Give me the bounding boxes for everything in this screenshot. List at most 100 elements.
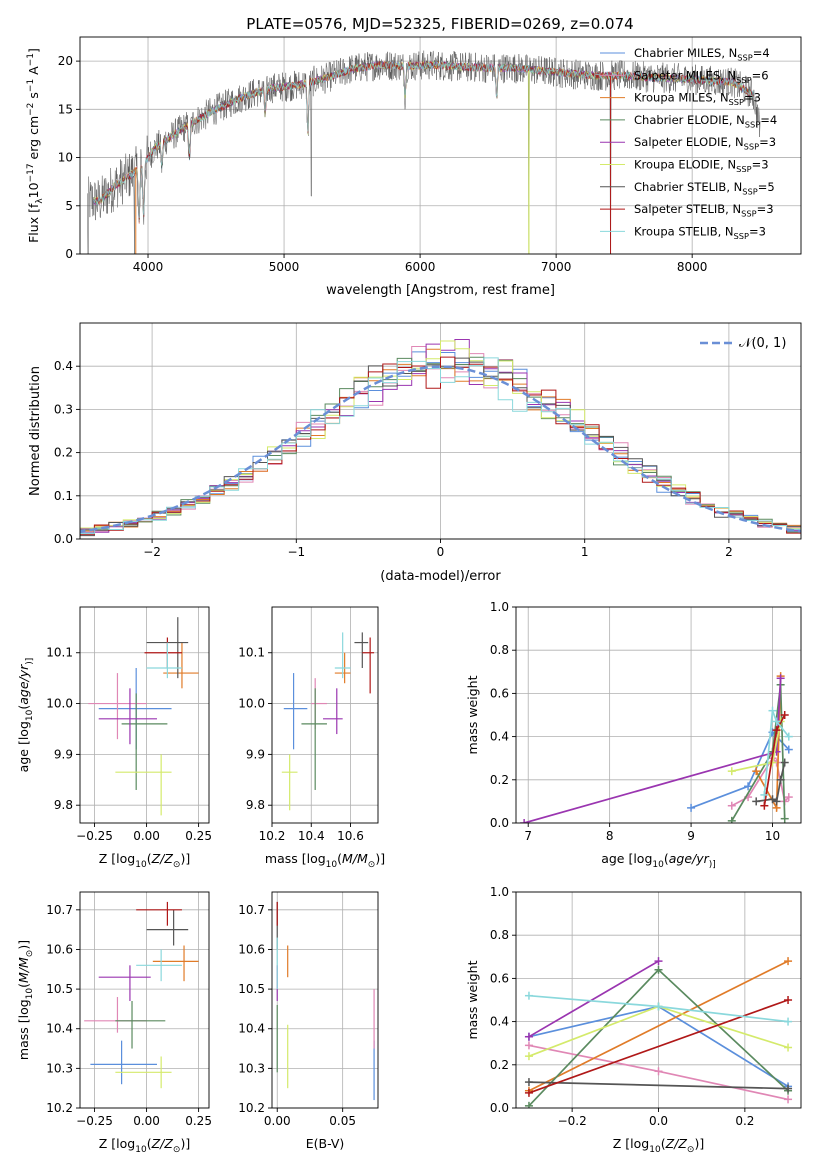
model-spectrum-7 bbox=[93, 60, 754, 220]
errorbar-point-3 bbox=[301, 688, 327, 790]
label-part: Salpeter MILES, N bbox=[634, 68, 736, 82]
x-tick-label: 4000 bbox=[133, 260, 164, 274]
label-part: Z [log bbox=[99, 1136, 135, 1151]
y-tick-label: 0 bbox=[65, 247, 73, 261]
label-part: ⊙ bbox=[173, 1145, 181, 1155]
label-part: SSP bbox=[741, 209, 756, 219]
series-line-4 bbox=[528, 960, 659, 1038]
label-part: Z [log bbox=[99, 851, 135, 866]
errorbar-point-0 bbox=[90, 1040, 157, 1085]
label-part: SSP bbox=[744, 142, 759, 152]
label-part: =3 bbox=[757, 202, 774, 216]
errorbar-point-8 bbox=[146, 642, 182, 679]
label-part: Salpeter ELODIE, N bbox=[634, 135, 744, 149]
y-tick-label: 10.5 bbox=[238, 982, 265, 996]
x-axis-label: Z [log10​(Z/Z⊙​)] bbox=[99, 851, 190, 870]
x-tick-label: 0.0 bbox=[649, 1114, 668, 1128]
errorbar-point-7 bbox=[136, 901, 182, 926]
x-tick-label: −1 bbox=[287, 545, 305, 559]
legend-entry-2: Kroupa MILES, NSSP​=3 bbox=[634, 91, 761, 107]
series-marker bbox=[776, 775, 785, 784]
y-axis-label: age [log10​(age/yr)]​ bbox=[16, 658, 35, 773]
plot-area bbox=[84, 901, 199, 1089]
y-tick-label: 0.8 bbox=[490, 928, 509, 942]
label-part: =6 bbox=[752, 68, 769, 82]
label-part: ⊙ bbox=[368, 860, 376, 870]
series-marker bbox=[654, 1002, 663, 1011]
y-tick-label: 0.2 bbox=[490, 773, 509, 787]
series-line-0 bbox=[690, 730, 790, 809]
x-tick-label: 0.00 bbox=[264, 1114, 291, 1128]
legend-entry: 𝒩(0, 1) bbox=[739, 336, 786, 351]
series-marker bbox=[654, 965, 663, 974]
legend-entry-5: Kroupa ELODIE, NSSP​=3 bbox=[634, 158, 769, 174]
series-marker bbox=[752, 767, 761, 776]
label-part: ( bbox=[147, 851, 152, 866]
y-tick-label: 0.1 bbox=[54, 489, 73, 503]
label-part: age [log bbox=[601, 851, 652, 866]
axes-residuals: −2 −1 0 1 2 0.0 0.1 0.2 0.3 0.4 (data-model)/error… bbox=[28, 322, 802, 584]
label-part: Z [log bbox=[613, 1136, 649, 1151]
y-tick-label: 0.8 bbox=[490, 643, 509, 657]
y-tick-label: 0.0 bbox=[54, 532, 73, 546]
label-part: 10 bbox=[25, 709, 35, 721]
label-part: ⊙ bbox=[173, 860, 181, 870]
errorbar-point-2 bbox=[152, 945, 199, 982]
series-marker bbox=[524, 1041, 533, 1050]
legend-entry-8: Kroupa STELIB, NSSP​=3 bbox=[634, 224, 766, 240]
y-tick-label: 9.8 bbox=[54, 798, 73, 812]
series-marker bbox=[524, 1088, 533, 1097]
label-part: age/yr bbox=[669, 851, 710, 866]
label-part: ⊙ bbox=[687, 1145, 695, 1155]
y-axis-label: mass [log10​(M/M⊙​)] bbox=[16, 940, 35, 1060]
axes-weight_vs_Z: −0.2 0.0 0.2 0.0 0.2 0.4 0.6 0.8 1.0 Z [log10​(Z/… bbox=[465, 885, 802, 1155]
x-tick-label: 2 bbox=[725, 545, 733, 559]
x-tick-label: 8000 bbox=[677, 260, 708, 274]
y-tick-label: 0.0 bbox=[490, 816, 509, 830]
plot-area bbox=[276, 901, 375, 1101]
series-marker bbox=[727, 767, 736, 776]
y-tick-label: 15 bbox=[58, 102, 73, 116]
errorbar-point-1 bbox=[88, 673, 147, 740]
errorbar-point-6 bbox=[354, 632, 369, 668]
series-marker bbox=[687, 803, 696, 812]
label-part: SSP bbox=[736, 164, 751, 174]
y-tick-label: 0.4 bbox=[490, 730, 509, 744]
series-marker bbox=[752, 797, 761, 806]
label-part: )] bbox=[180, 1136, 190, 1151]
series-marker bbox=[760, 801, 769, 810]
errorbar-point-5 bbox=[115, 754, 172, 816]
y-tick-label: 1.0 bbox=[490, 600, 509, 614]
label-part: =3 bbox=[744, 91, 761, 105]
y-tick-label: 10.3 bbox=[238, 1061, 265, 1075]
y-axis-label: Flux [fλ​10−17​ erg cm−2​ s−1​ A−1​] bbox=[26, 48, 45, 243]
x-tick-label: 0.05 bbox=[329, 1114, 356, 1128]
label-part: Kroupa ELODIE, N bbox=[634, 158, 736, 172]
label-part: Chabrier ELODIE, N bbox=[634, 113, 745, 127]
label-part: −1 bbox=[26, 53, 36, 66]
errorbar-point-0 bbox=[98, 667, 172, 750]
label-part: mass [log bbox=[265, 851, 326, 866]
y-axis-label: mass weight bbox=[465, 675, 480, 754]
x-tick-label: −0.2 bbox=[558, 1114, 587, 1128]
model-spectrum-8 bbox=[93, 60, 754, 219]
series-marker bbox=[727, 801, 736, 810]
label-part: )] bbox=[375, 851, 385, 866]
x-tick-label: 8 bbox=[606, 829, 614, 843]
legend-entry-7: Salpeter STELIB, NSSP​=3 bbox=[634, 202, 774, 218]
y-tick-label: 10.6 bbox=[238, 942, 265, 956]
y-tick-label: 10.2 bbox=[238, 1101, 265, 1115]
label-part: A bbox=[26, 66, 41, 79]
series-marker bbox=[784, 1017, 793, 1026]
grid bbox=[80, 892, 209, 1109]
label-part: 10 bbox=[25, 988, 35, 1000]
label-part: =5 bbox=[758, 180, 775, 194]
x-tick-label: 10.2 bbox=[259, 829, 286, 843]
label-part: wavelength [Angstrom, rest frame] bbox=[326, 283, 555, 298]
label-part: age/yr bbox=[16, 664, 31, 705]
y-tick-label: 10.6 bbox=[46, 942, 73, 956]
y-tick-label: 10 bbox=[58, 151, 73, 165]
x-tick-label: −0.25 bbox=[76, 829, 113, 843]
axes-age_vs_Z: −0.25 0.00 0.25 9.8 9.9 10.0 10.1 Z [log10​(Z/Z… bbox=[16, 606, 212, 870]
